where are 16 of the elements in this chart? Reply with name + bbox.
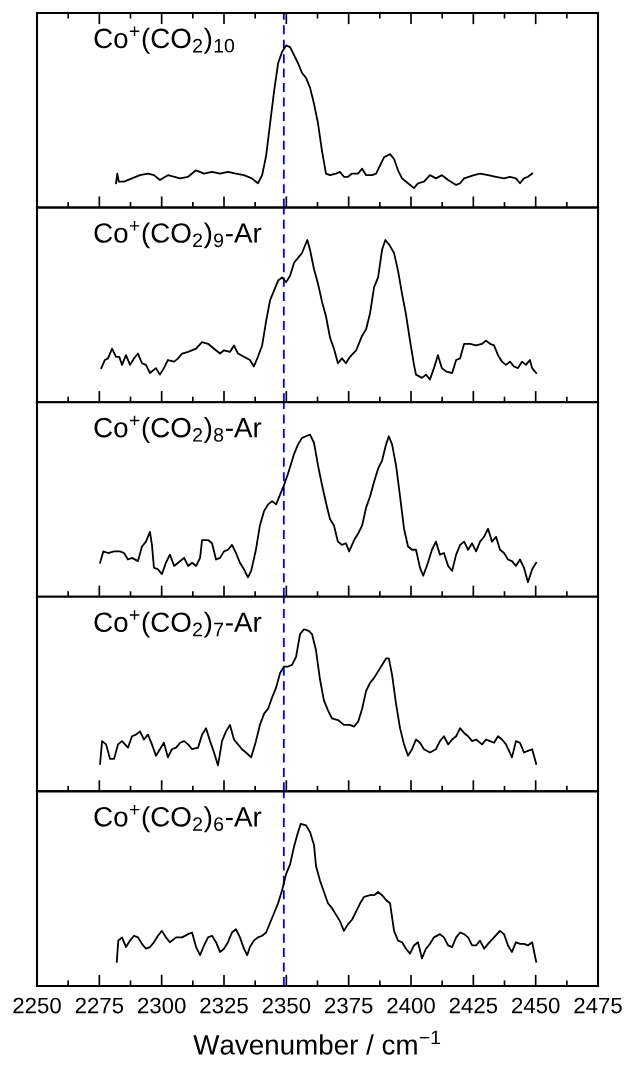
chart-title: Co$^{+}$(CO$_{2}$)$_{6}$-Ar: [94, 804, 262, 833]
x-tick-label: 2425: [449, 997, 498, 1014]
x-tick-label: 2450: [512, 997, 560, 1014]
x-tick-label: 2325: [200, 997, 248, 1014]
x-tick-label: 2400: [387, 997, 435, 1014]
x-tick-label: 2250: [13, 997, 61, 1014]
chart-title: Co$^{+}$(CO$_{2}$)$_{7}$-Ar: [94, 610, 262, 638]
x-tick-label: 2375: [325, 997, 373, 1014]
x-tick-label: 2275: [75, 997, 124, 1014]
chart-title: Co$^{+}$(CO$_{2}$)$_{9}$-Ar: [94, 221, 262, 249]
x-tick-label: 2350: [262, 997, 311, 1014]
x-tick-label: 2475: [574, 997, 622, 1014]
chart-title: Co$^{+}$(CO$_{2}$)$_{8}$-Ar: [94, 415, 262, 443]
chart-title: Co$^{+}$(CO$_{2}$)$_{10}$: [94, 26, 235, 54]
x-tick-label: 2300: [138, 997, 186, 1014]
x-axis-title: Wavenumber / cm$^{−1}$: [193, 1030, 441, 1055]
